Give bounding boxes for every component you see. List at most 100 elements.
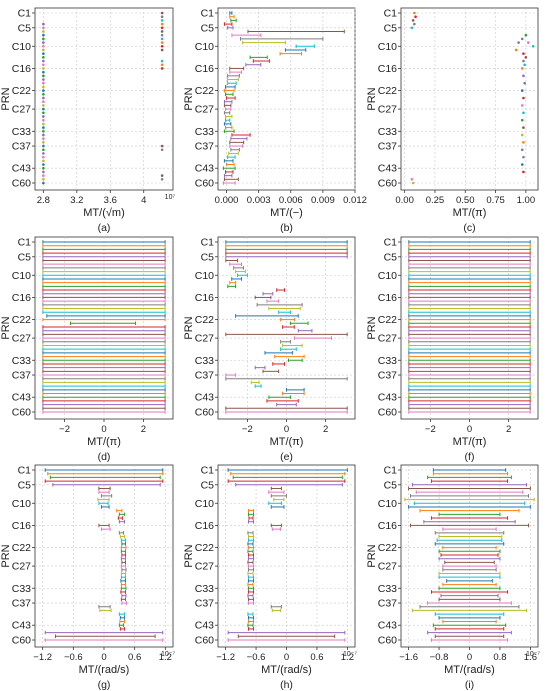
x-tick-label: 2	[141, 424, 146, 435]
data-point	[42, 163, 45, 166]
data-point	[42, 81, 45, 85]
y-tick-label: C5	[18, 251, 32, 263]
y-tick-label: C60	[12, 635, 31, 647]
data-point	[520, 104, 524, 107]
y-tick-label: C10	[195, 270, 214, 282]
panel-f: C1 C5 C10 C16 C22 C27 C33 C37 C43 C60 −2 0 2 PRN MT/(π…	[366, 236, 539, 463]
data-point	[42, 174, 45, 177]
x-tick-label: 3.6	[104, 195, 117, 206]
panel-h: C1 C5 C10 C16 C22 C27 C33 C37 C43 C60−1.2 −0.6 0 0.6…	[183, 465, 357, 691]
y-tick-label: C60	[378, 407, 397, 419]
y-tick-label: C10	[12, 498, 31, 510]
y-tick-label: C43	[195, 163, 214, 175]
x-axis-label: MT/(π)	[270, 436, 304, 448]
data-point	[42, 37, 45, 41]
data-point	[522, 170, 525, 174]
data-point	[523, 63, 526, 67]
x-tick-label: 0	[467, 652, 472, 663]
data-point	[413, 11, 416, 15]
data-point	[160, 26, 164, 30]
data-point	[160, 67, 164, 70]
data-point	[42, 181, 45, 185]
x-tick-label: 1.00	[517, 195, 536, 206]
y-tick-label: C33	[378, 355, 397, 367]
y-tick-label: C33	[378, 126, 397, 138]
data-point	[42, 26, 45, 30]
y-tick-label: C27	[195, 333, 214, 345]
data-point	[160, 19, 164, 22]
y-tick-label: C60	[378, 635, 397, 647]
x-axis-label: MT/(π)	[87, 436, 121, 448]
data-point	[42, 67, 45, 70]
plot-frame	[400, 7, 539, 191]
y-tick-label: C27	[12, 333, 31, 345]
y-tick-label: C37	[195, 141, 214, 153]
plot-frame	[400, 236, 539, 420]
x-tick-label: 0.003	[247, 195, 271, 206]
y-axis-label: PRN	[366, 87, 378, 110]
data-point	[410, 178, 414, 181]
y-tick-label: C16	[12, 520, 31, 532]
data-point	[42, 96, 45, 100]
data-point	[410, 26, 414, 30]
data-point	[42, 166, 45, 170]
y-tick-label: C1	[18, 237, 32, 249]
data-point	[522, 141, 525, 144]
y-tick-label: C37	[378, 141, 397, 153]
x-tick-label: 0.012	[343, 195, 367, 206]
y-tick-label: C1	[18, 465, 32, 477]
y-tick-label: C33	[12, 126, 31, 138]
y-tick-label: C27	[378, 333, 397, 345]
y-tick-label: C16	[195, 292, 214, 304]
y-tick-label: C10	[378, 41, 397, 53]
data-point	[42, 33, 45, 37]
y-tick-label: C27	[378, 561, 397, 573]
x-tick-label: 0	[284, 652, 289, 663]
x-tick-label: 0.00	[395, 195, 414, 206]
data-point	[411, 181, 415, 185]
x-tick-label: 1.6	[524, 652, 537, 663]
plot-frame	[34, 464, 174, 648]
x-axis-label: MT/(rad/s)	[261, 664, 312, 676]
x-tick-label: 0	[101, 652, 106, 663]
x-axis-label: MT/(π)	[453, 436, 487, 448]
data-point	[42, 52, 45, 55]
data-point	[42, 44, 45, 48]
x-tick-label: 2	[506, 424, 511, 435]
data-point	[522, 74, 525, 78]
x-tick-label: −0.6	[247, 652, 266, 663]
data-point	[522, 111, 525, 115]
data-point	[42, 89, 45, 92]
data-point	[42, 56, 45, 59]
data-point	[522, 59, 525, 63]
y-tick-label: C10	[378, 270, 397, 282]
y-tick-label: C27	[12, 104, 31, 116]
y-axis-label: PRN	[366, 544, 378, 567]
y-tick-label: C60	[12, 178, 31, 190]
y-tick-label: C43	[12, 392, 31, 404]
x-tick-label: 0.009	[311, 195, 335, 206]
y-tick-label: C16	[12, 63, 31, 75]
data-point	[42, 178, 45, 181]
data-point	[42, 104, 45, 107]
panel-caption: (i)	[465, 679, 474, 691]
x-tick-label: 0.6	[128, 652, 141, 663]
y-tick-label: C5	[384, 22, 398, 34]
axis-exponent: 10⁻⁷	[161, 651, 175, 658]
y-tick-label: C1	[201, 8, 215, 20]
y-tick-label: C43	[12, 620, 31, 632]
panel-caption: (h)	[280, 679, 293, 691]
x-tick-label: −2	[59, 424, 70, 435]
y-tick-label: C1	[201, 465, 215, 477]
data-point	[42, 48, 45, 52]
panel-caption: (b)	[280, 222, 293, 234]
y-tick-label: C43	[12, 163, 31, 175]
x-tick-label: 0.75	[486, 195, 505, 206]
data-point	[42, 118, 45, 122]
y-tick-label: C33	[195, 126, 214, 138]
data-point	[522, 52, 525, 55]
y-tick-label: C1	[384, 465, 398, 477]
data-point	[523, 81, 526, 85]
y-tick-label: C10	[195, 41, 214, 53]
